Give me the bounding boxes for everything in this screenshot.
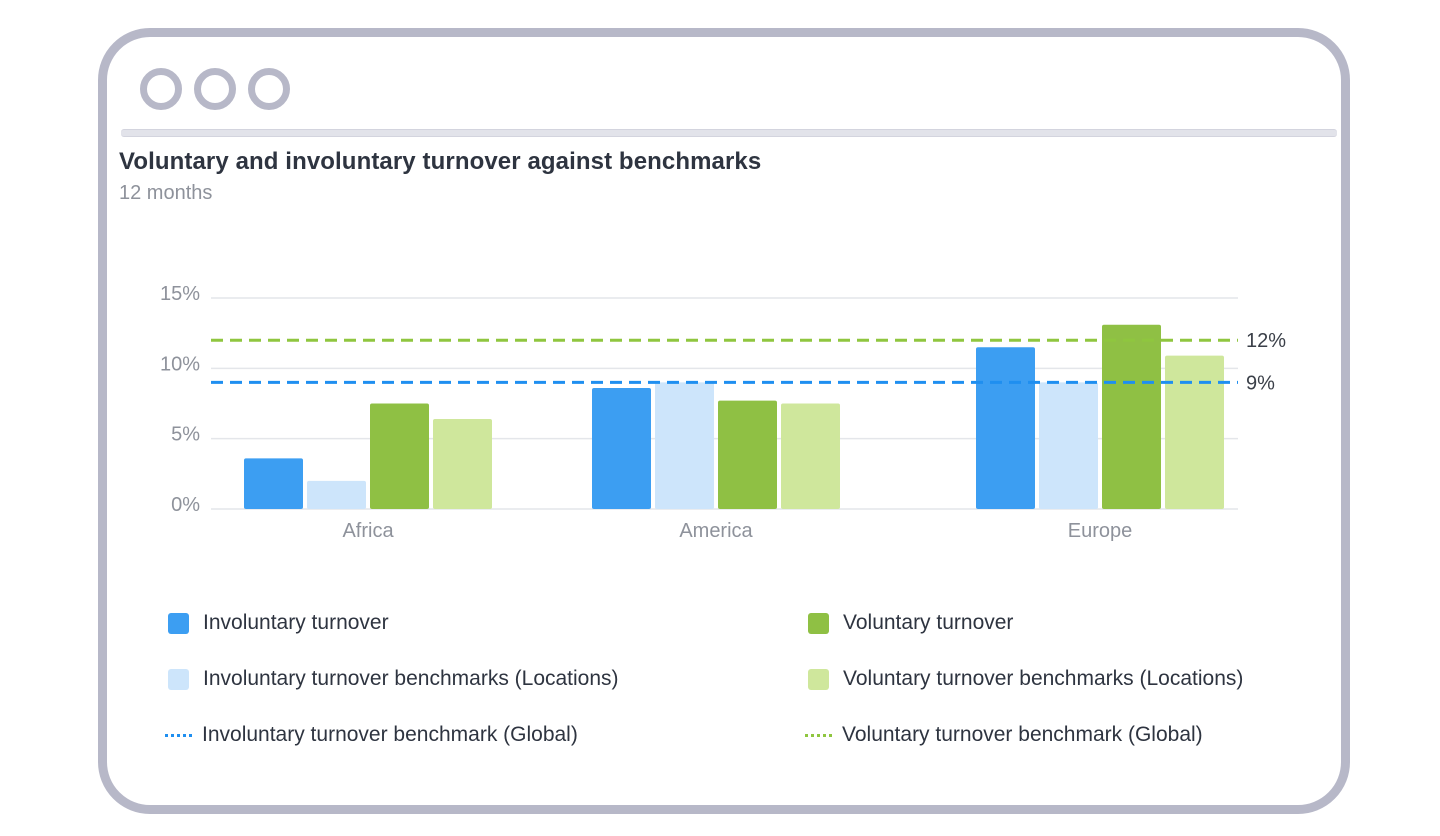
y-tick-label: 0% bbox=[171, 494, 200, 516]
legend-label: Voluntary turnover benchmarks (Locations… bbox=[843, 667, 1244, 690]
bar-africa-series-0 bbox=[244, 458, 303, 509]
bar-america-series-1 bbox=[655, 382, 714, 509]
benchmark-line-label: 12% bbox=[1246, 330, 1286, 352]
bar-europe-series-0 bbox=[976, 347, 1035, 509]
legend-label: Involuntary turnover bbox=[203, 611, 389, 634]
chart-subtitle: 12 months bbox=[119, 182, 213, 204]
chart-title: Voluntary and involuntary turnover again… bbox=[119, 148, 762, 175]
legend-item[interactable]: Involuntary turnover benchmarks (Locatio… bbox=[168, 667, 619, 691]
legend-label: Voluntary turnover benchmark (Global) bbox=[842, 723, 1203, 746]
x-category-label: Europe bbox=[1068, 520, 1133, 542]
title-bar-divider bbox=[121, 129, 1337, 137]
legend-item[interactable]: Involuntary turnover benchmark (Global) bbox=[165, 723, 578, 747]
legend-swatch-icon bbox=[808, 612, 829, 634]
benchmark-line-label: 9% bbox=[1246, 372, 1275, 394]
bar-europe-series-3 bbox=[1165, 355, 1224, 509]
window-control-dot-icon[interactable] bbox=[248, 68, 290, 110]
bar-africa-series-1 bbox=[307, 480, 366, 509]
legend-label: Involuntary turnover benchmark (Global) bbox=[202, 723, 578, 746]
legend-swatch-icon bbox=[168, 612, 189, 634]
legend-item[interactable]: Voluntary turnover benchmarks (Locations… bbox=[808, 667, 1243, 691]
legend-label: Voluntary turnover bbox=[843, 611, 1014, 634]
x-category-label: Africa bbox=[342, 520, 394, 542]
x-category-label: America bbox=[679, 520, 753, 542]
bar-america-series-0 bbox=[592, 388, 651, 509]
bar-africa-series-3 bbox=[433, 418, 492, 509]
bar-america-series-3 bbox=[781, 403, 840, 509]
legend-dashed-line-icon bbox=[165, 733, 192, 737]
legend-dashed-line-icon bbox=[805, 733, 832, 737]
y-tick-label: 15% bbox=[160, 283, 200, 305]
y-tick-label: 10% bbox=[160, 353, 200, 375]
legend-item[interactable]: Involuntary turnover bbox=[168, 611, 389, 635]
bar-europe-series-1 bbox=[1039, 382, 1098, 509]
bar-africa-series-2 bbox=[370, 403, 429, 509]
bar-europe-series-2 bbox=[1102, 324, 1161, 509]
legend-swatch-icon bbox=[808, 668, 829, 690]
window-control-dot-icon[interactable] bbox=[140, 68, 182, 110]
y-tick-label: 5% bbox=[171, 424, 200, 446]
legend-item[interactable]: Voluntary turnover bbox=[808, 611, 1013, 635]
legend-swatch-icon bbox=[168, 668, 189, 690]
legend-label: Involuntary turnover benchmarks (Locatio… bbox=[203, 667, 619, 690]
legend-item[interactable]: Voluntary turnover benchmark (Global) bbox=[805, 723, 1203, 747]
bar-america-series-2 bbox=[718, 400, 777, 509]
window-control-dot-icon[interactable] bbox=[194, 68, 236, 110]
